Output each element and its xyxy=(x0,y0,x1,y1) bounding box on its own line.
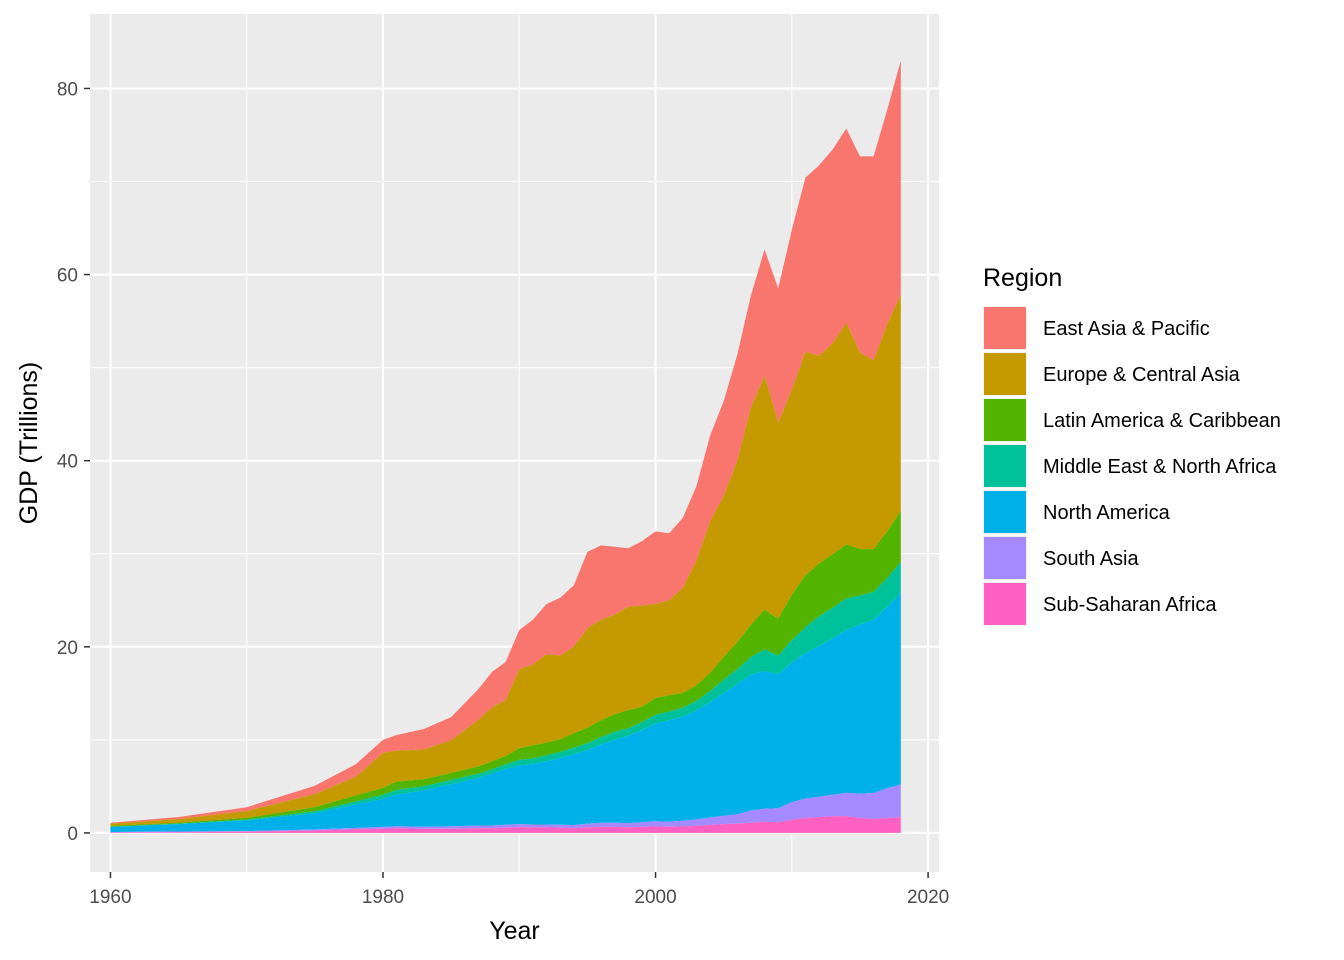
area-latin-america-and-caribbean xyxy=(110,510,901,827)
y-tick-label: 20 xyxy=(57,638,78,659)
legend-label: Europe & Central Asia xyxy=(1043,364,1241,386)
legend-items: East Asia & Pacific Europe & Central Asia… xyxy=(983,306,1281,626)
legend-title: Region xyxy=(983,264,1062,292)
legend-swatch xyxy=(984,399,1026,441)
y-tick-label: 60 xyxy=(57,266,78,287)
axis-tick-labels: 1960 1980 2000 2020 0 20 40 60 80 xyxy=(57,79,949,908)
axis-ticks xyxy=(84,87,929,878)
x-axis-title: Year xyxy=(489,917,540,945)
x-tick-label: 2020 xyxy=(907,887,949,908)
x-tick-label: 1960 xyxy=(89,887,131,908)
y-tick-label: 40 xyxy=(57,452,78,473)
y-axis-title: GDP (Trillions) xyxy=(15,362,43,525)
area-east-asia-and-pacific xyxy=(110,60,901,824)
stacked-areas xyxy=(110,60,901,833)
legend-swatch xyxy=(984,491,1026,533)
legend-label: Middle East & North Africa xyxy=(1043,456,1277,478)
legend: Region East Asia & Pacific Europe & Centr… xyxy=(983,264,1281,626)
legend-swatch xyxy=(984,307,1026,349)
y-tick-label: 80 xyxy=(57,79,78,100)
x-tick-label: 1980 xyxy=(362,887,404,908)
area-south-asia xyxy=(110,784,901,833)
legend-swatch xyxy=(984,537,1026,579)
area-europe-and-central-asia xyxy=(110,295,901,826)
y-tick-label: 0 xyxy=(67,824,78,845)
legend-swatch xyxy=(984,583,1026,625)
area-north-america xyxy=(110,592,901,832)
legend-label: Latin America & Caribbean xyxy=(1043,410,1281,432)
legend-label: South Asia xyxy=(1043,548,1140,570)
legend-label: Sub-Saharan Africa xyxy=(1043,594,1217,616)
x-tick-label: 2000 xyxy=(634,887,676,908)
legend-label: North America xyxy=(1043,502,1171,524)
legend-swatch xyxy=(984,445,1026,487)
area-sub-saharan-africa xyxy=(110,816,901,833)
legend-swatch xyxy=(984,353,1026,395)
legend-label: East Asia & Pacific xyxy=(1043,318,1210,340)
